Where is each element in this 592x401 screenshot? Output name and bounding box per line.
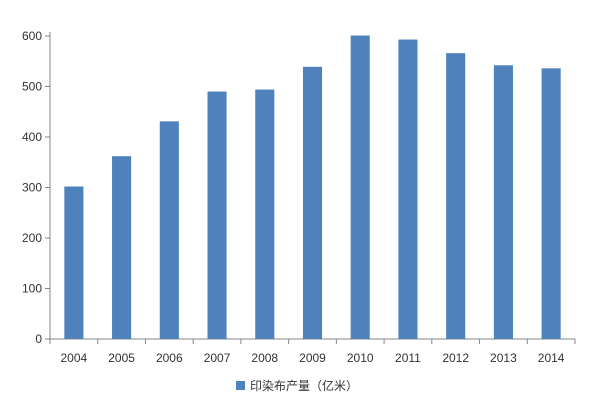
x-tick-label: 2010 <box>347 351 374 365</box>
x-tick-label: 2004 <box>61 351 88 365</box>
x-tick-label: 2013 <box>490 351 517 365</box>
x-tick-label: 2005 <box>108 351 135 365</box>
y-tick-label: 400 <box>22 130 42 144</box>
x-tick-label: 2011 <box>395 351 421 365</box>
legend-label: 印染布产量（亿米） <box>250 378 358 393</box>
legend: 印染布产量（亿米） <box>236 378 358 393</box>
y-axis: 0 100 200 300 400 500 600 <box>22 29 51 346</box>
legend-swatch <box>236 381 245 390</box>
y-tick-label: 0 <box>35 332 42 346</box>
bar-2008 <box>255 89 275 339</box>
x-axis: 2004 2005 2006 2007 2008 2009 2010 2011 2012 2013… <box>49 338 576 365</box>
y-tick-label: 600 <box>22 29 42 43</box>
bar-2014 <box>541 68 561 339</box>
bar-2010 <box>350 35 370 340</box>
x-tick-label: 2014 <box>538 351 565 365</box>
y-tick-label: 300 <box>22 181 42 195</box>
x-tick-label: 2006 <box>156 351 183 365</box>
x-tick-label: 2012 <box>442 351 469 365</box>
bar-2005 <box>112 156 132 339</box>
bar-2013 <box>493 65 513 339</box>
bar-2012 <box>446 53 466 340</box>
bar-2011 <box>398 39 418 339</box>
bar-2006 <box>159 121 179 339</box>
bar-2004 <box>64 186 84 339</box>
y-tick-label: 200 <box>22 231 42 245</box>
x-tick-label: 2007 <box>204 351 231 365</box>
bar-series <box>64 35 561 340</box>
bar-2009 <box>302 66 323 340</box>
x-tick-label: 2009 <box>299 351 326 365</box>
y-tick-label: 500 <box>22 80 42 94</box>
y-tick-label: 100 <box>22 282 42 296</box>
x-tick-label: 2008 <box>251 351 278 365</box>
bar-2007 <box>207 91 227 339</box>
